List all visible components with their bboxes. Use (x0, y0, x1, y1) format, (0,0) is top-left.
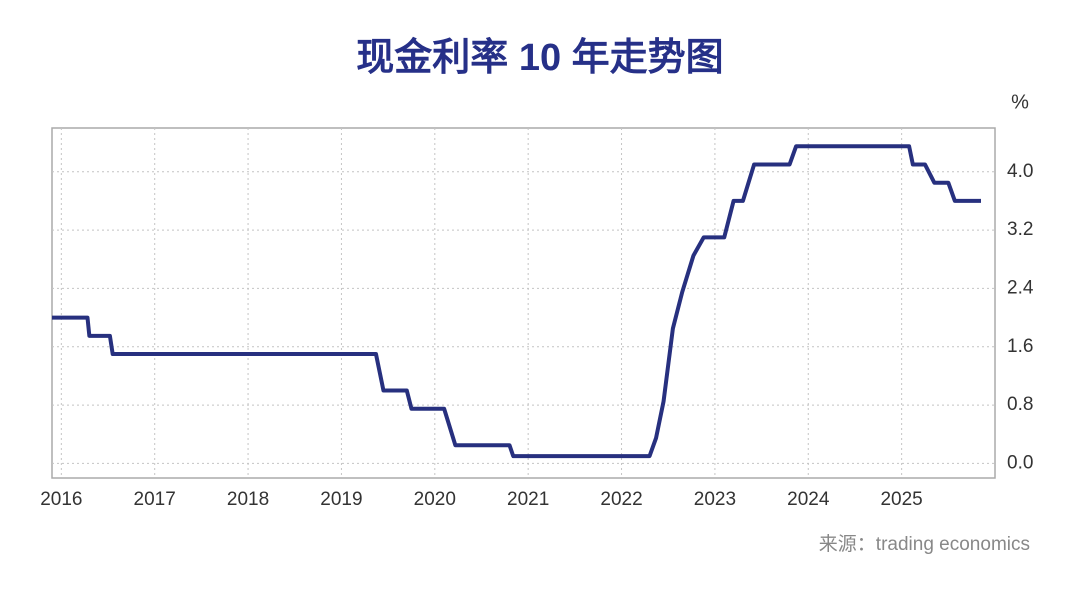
y-tick-label: 2.4 (1007, 277, 1034, 298)
y-tick-label: 4.0 (1007, 161, 1033, 182)
y-tick-label: 1.6 (1007, 336, 1033, 357)
y-tick-label: 3.2 (1007, 219, 1033, 240)
y-tick-label: 0.8 (1007, 394, 1033, 415)
x-tick-label: 2017 (134, 489, 176, 510)
x-tick-label: 2016 (40, 489, 82, 510)
chart-title: 现金利率 10 年走势图 (356, 36, 723, 79)
y-tick-label: 0.0 (1007, 452, 1033, 473)
x-tick-label: 2024 (787, 489, 830, 510)
x-tick-label: 2021 (507, 489, 549, 510)
plot-frame (51, 127, 996, 479)
x-tick-label: 2022 (600, 489, 642, 510)
x-tick-label: 2023 (694, 489, 736, 510)
data-line (52, 144, 981, 459)
x-tick-label: 2020 (414, 489, 456, 510)
x-tick-label: 2019 (320, 489, 362, 510)
y-axis-unit: % (1011, 91, 1029, 113)
source-note: 来源：trading economics (819, 533, 1030, 555)
x-tick-label: 2025 (880, 489, 922, 510)
x-tick-label: 2018 (227, 489, 269, 510)
